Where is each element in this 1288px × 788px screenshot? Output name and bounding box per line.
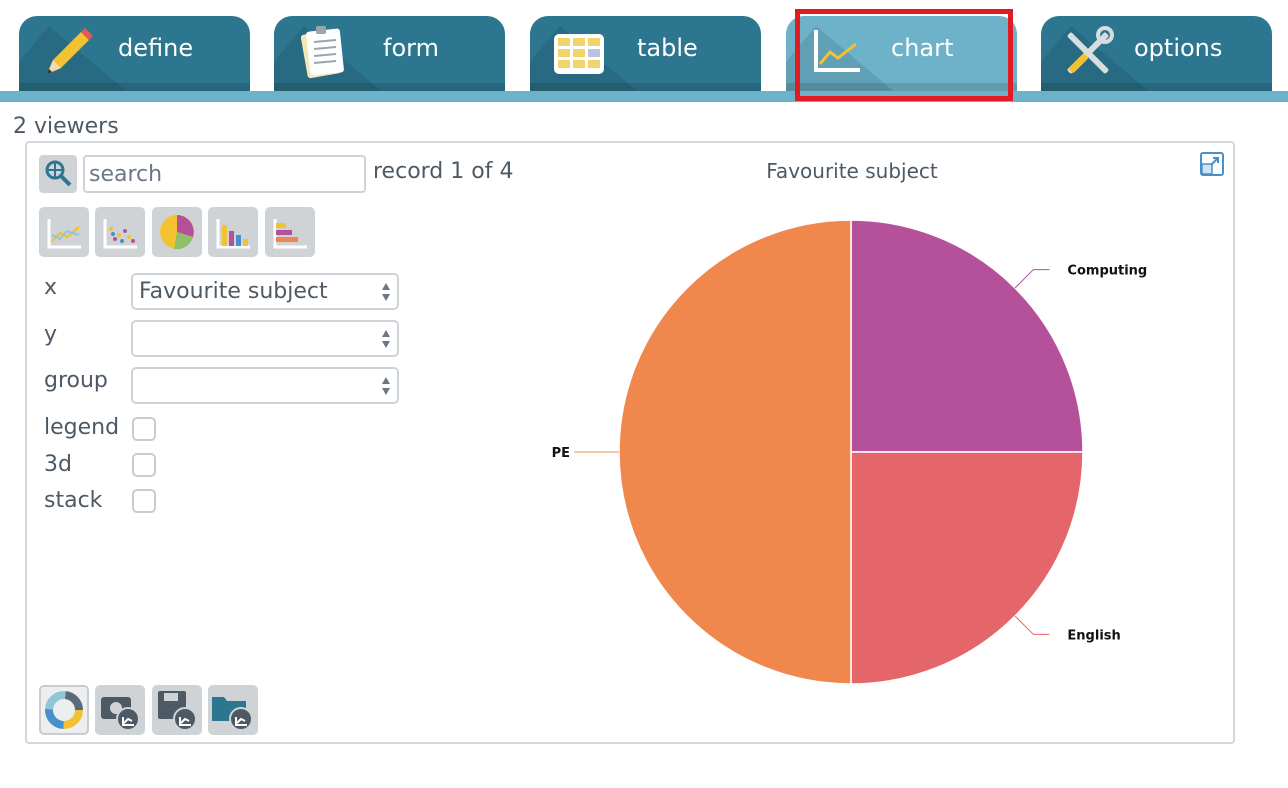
magnifier-icon [45,160,72,187]
save-chart-button[interactable] [152,685,202,735]
pie-label-computing: Computing [1067,264,1147,279]
pie-slice-english[interactable] [850,451,1084,685]
pie-label-pe: PE [552,446,570,461]
pie-chart-button[interactable] [152,207,202,257]
table-grid-icon [554,34,604,74]
stack-option-label: stack [44,488,103,513]
line-chart-button[interactable] [39,207,89,257]
chart-panel: record 1 of 4 [25,141,1235,744]
pie-leader-line-computing [1014,269,1050,289]
tab-form-label: form [383,34,439,62]
legend-option-label: legend [44,415,120,440]
search-input[interactable] [83,155,366,193]
group-field-select[interactable] [131,367,399,404]
tab-chart-label: chart [891,34,954,62]
clipboard-icon [300,26,344,79]
tab-define-label: define [118,34,194,62]
scatter-chart-button[interactable] [95,207,145,257]
open-chart-icon [212,697,253,731]
record-counter: record 1 of 4 [373,159,514,184]
pie-slice-pe[interactable] [618,219,852,685]
select-arrows-icon [382,330,390,348]
horizontal-bar-chart-icon [273,219,307,249]
scatter-chart-icon [103,219,137,249]
tab-table-label: table [637,34,698,62]
pie-chart-icon [160,215,194,250]
tools-icon [1067,26,1114,74]
horizontal-bar-chart-button[interactable] [265,207,315,257]
search-button[interactable] [39,155,77,193]
legend-checkbox[interactable] [132,417,156,441]
y-field-select[interactable] [131,320,399,357]
3d-checkbox[interactable] [132,453,156,477]
stack-checkbox[interactable] [132,489,156,513]
group-field-label: group [44,368,108,393]
chart-title: Favourite subject [766,159,938,183]
tab-chart[interactable]: chart [786,16,1017,91]
3d-option-label: 3d [44,452,72,477]
save-chart-icon [158,691,197,731]
tab-bar: define form table [0,0,1288,102]
x-field-label: x [44,275,58,300]
x-field-value: Favourite subject [139,279,328,304]
tab-options-label: options [1134,34,1223,62]
select-arrows-icon [382,377,390,395]
tab-define[interactable]: define [19,16,250,91]
bar-chart-icon [216,219,250,249]
select-arrows-icon [382,283,390,301]
pie-label-english: English [1067,628,1120,643]
camera-chart-icon [101,697,140,731]
pie-slice-computing[interactable] [850,219,1084,453]
pie-leader-line-english [1014,615,1050,635]
color-palette-button[interactable] [39,685,89,735]
y-field-label: y [44,322,58,347]
tab-options[interactable]: options [1041,16,1272,91]
x-field-select[interactable]: Favourite subject [131,273,399,310]
snapshot-chart-button[interactable] [95,685,145,735]
bar-chart-button[interactable] [208,207,258,257]
tab-stripe [0,91,1288,102]
open-chart-button[interactable] [208,685,258,735]
line-chart-icon [814,30,860,72]
tab-table[interactable]: table [530,16,761,91]
expand-icon[interactable] [1199,151,1225,177]
pie-chart: Computing English PE [552,219,1147,685]
line-chart-icon [47,219,81,249]
pencil-icon [47,28,93,74]
viewer-count: 2 viewers [13,114,119,139]
palette-icon [45,691,83,729]
tab-form[interactable]: form [274,16,505,91]
